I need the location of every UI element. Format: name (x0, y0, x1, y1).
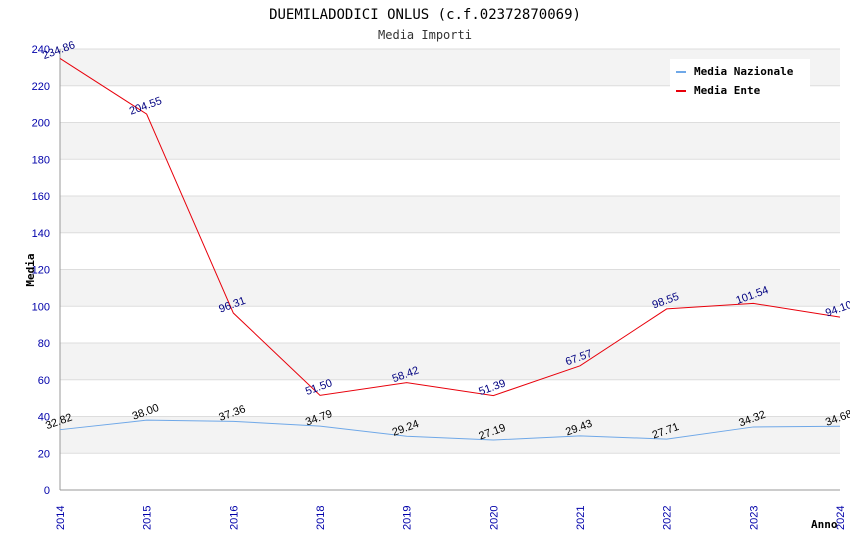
y-tick-label: 0 (44, 485, 50, 497)
y-tick-label: 240 (32, 44, 50, 56)
x-tick-label: 2021 (575, 506, 587, 530)
y-tick-label: 120 (32, 265, 50, 277)
legend-entry: Media Nazionale (694, 65, 794, 78)
legend-entry: Media Ente (694, 84, 761, 97)
y-tick-label: 180 (32, 154, 50, 166)
grid-band (60, 306, 840, 343)
x-tick-labels: 2014 2015 2016 2018 2019 2020 2021 2022 2023 2024 (55, 506, 847, 530)
x-tick-label: 2022 (662, 506, 674, 530)
grid-bands (60, 49, 840, 490)
x-tick-label: 2016 (228, 506, 240, 530)
x-tick-label: 2024 (835, 506, 847, 530)
grid-band (60, 196, 840, 233)
x-tick-label: 2015 (142, 506, 154, 530)
x-tick-label: 2014 (55, 506, 67, 530)
grid-band (60, 379, 840, 417)
x-tick-label: 2023 (748, 506, 760, 530)
grid-band (60, 232, 840, 270)
y-tick-label: 220 (32, 81, 50, 93)
y-tick-label: 40 (38, 412, 50, 424)
x-tick-label: 2019 (402, 506, 414, 530)
y-tick-label: 140 (32, 228, 50, 240)
y-tick-label: 200 (32, 118, 50, 130)
y-tick-labels: 0 20 40 60 80 100 120 140 160 180 200 220 240 (32, 44, 50, 497)
y-tick-label: 80 (38, 338, 50, 350)
grid-band (60, 416, 840, 454)
x-tick-label: 2018 (315, 506, 327, 530)
y-axis-label: Media (24, 253, 37, 286)
chart-title: DUEMILADODICI ONLUS (c.f.02372870069) (269, 7, 581, 23)
x-tick-label: 2020 (488, 506, 500, 530)
series-line (59, 58, 841, 397)
grid-band (60, 159, 840, 196)
legend-box (670, 59, 810, 101)
series-line (59, 419, 841, 441)
y-tick-label: 100 (32, 301, 50, 313)
y-tick-label: 60 (38, 375, 50, 387)
grid-band (60, 122, 840, 160)
series-lines (59, 58, 841, 441)
chart-subtitle: Media Importi (378, 28, 472, 42)
y-tick-label: 160 (32, 191, 50, 203)
grid-band (60, 453, 840, 490)
grid-band (60, 269, 840, 307)
legend: Media Nazionale Media Ente (670, 59, 810, 101)
x-axis-label: Anno (811, 518, 838, 531)
grid-band (60, 343, 840, 380)
y-tick-label: 20 (38, 448, 50, 460)
